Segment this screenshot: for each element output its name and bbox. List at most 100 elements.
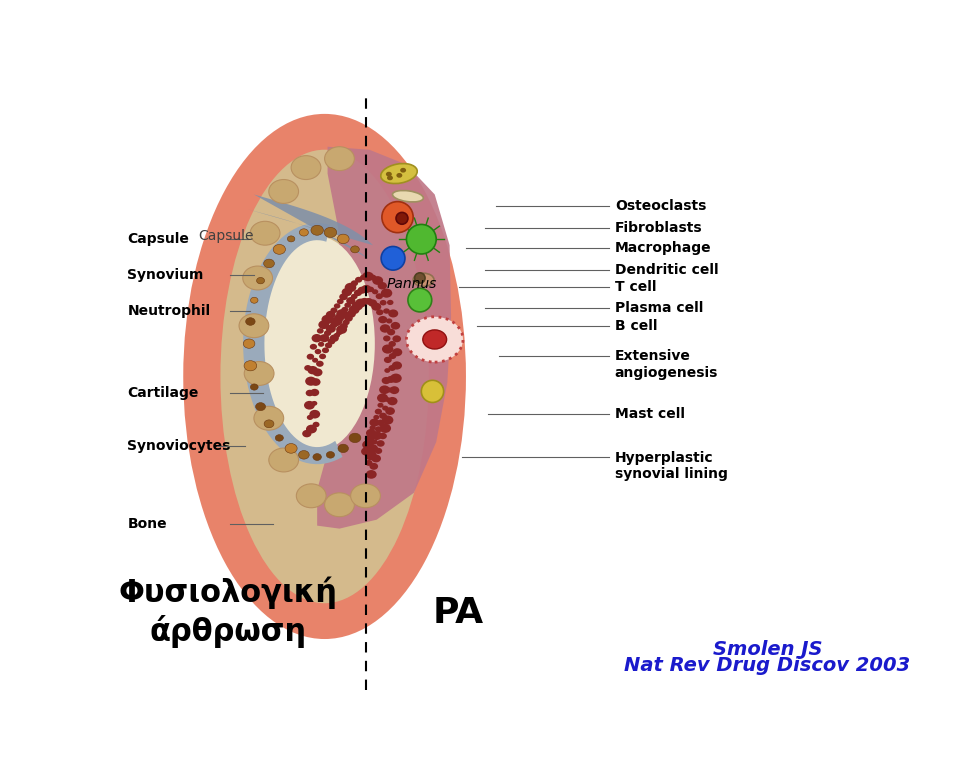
Circle shape <box>318 342 324 346</box>
Circle shape <box>311 226 324 236</box>
Circle shape <box>365 451 376 460</box>
Ellipse shape <box>381 164 418 184</box>
Ellipse shape <box>396 212 408 224</box>
Circle shape <box>343 319 349 325</box>
Circle shape <box>337 234 349 243</box>
Circle shape <box>287 236 295 242</box>
Circle shape <box>377 394 388 402</box>
Circle shape <box>387 329 396 336</box>
Circle shape <box>385 407 395 415</box>
Ellipse shape <box>382 202 413 232</box>
Circle shape <box>319 353 326 360</box>
Circle shape <box>256 277 265 284</box>
Text: Fibroblasts: Fibroblasts <box>614 221 703 235</box>
Text: Synovium: Synovium <box>128 268 204 282</box>
Circle shape <box>313 422 320 427</box>
Text: Φυσιολογική
άρθρωση: Φυσιολογική άρθρωση <box>118 577 337 648</box>
Circle shape <box>331 317 343 326</box>
Circle shape <box>302 430 311 437</box>
Circle shape <box>379 424 391 433</box>
Circle shape <box>372 455 381 463</box>
Circle shape <box>251 384 258 390</box>
Circle shape <box>347 297 355 305</box>
Circle shape <box>274 244 285 254</box>
Circle shape <box>350 484 380 508</box>
Circle shape <box>336 325 348 334</box>
Ellipse shape <box>406 225 436 254</box>
Circle shape <box>304 401 315 410</box>
Circle shape <box>342 288 352 296</box>
Circle shape <box>243 266 273 290</box>
Circle shape <box>370 274 376 281</box>
Circle shape <box>269 448 299 472</box>
Text: Capsule: Capsule <box>198 229 253 243</box>
Circle shape <box>380 300 387 305</box>
Circle shape <box>360 298 369 305</box>
Text: Osteoclasts: Osteoclasts <box>614 199 707 213</box>
Circle shape <box>383 308 390 314</box>
Circle shape <box>372 276 383 285</box>
Ellipse shape <box>259 236 374 451</box>
Circle shape <box>297 484 326 508</box>
Circle shape <box>239 314 269 338</box>
Text: Dendritic cell: Dendritic cell <box>614 263 718 277</box>
Circle shape <box>384 356 392 363</box>
Circle shape <box>291 156 321 180</box>
Circle shape <box>365 298 372 305</box>
Circle shape <box>311 401 318 406</box>
Text: Cartilage: Cartilage <box>128 386 199 400</box>
Circle shape <box>338 444 348 453</box>
Circle shape <box>389 341 396 347</box>
Ellipse shape <box>408 288 432 312</box>
Circle shape <box>307 415 313 420</box>
Circle shape <box>387 397 397 405</box>
Circle shape <box>362 440 373 450</box>
Circle shape <box>384 368 391 373</box>
Circle shape <box>320 334 329 343</box>
Circle shape <box>372 431 382 440</box>
Ellipse shape <box>415 273 425 283</box>
Circle shape <box>324 330 331 336</box>
Circle shape <box>373 415 379 420</box>
Circle shape <box>325 311 336 319</box>
Ellipse shape <box>221 150 429 603</box>
Text: Smolen JS: Smolen JS <box>712 639 822 659</box>
Circle shape <box>313 453 322 460</box>
Circle shape <box>390 386 399 394</box>
Circle shape <box>324 146 354 170</box>
Text: Nat Rev Drug Discov 2003: Nat Rev Drug Discov 2003 <box>624 656 910 675</box>
Circle shape <box>345 283 356 292</box>
Circle shape <box>377 403 384 408</box>
Circle shape <box>269 180 299 203</box>
Circle shape <box>345 302 351 308</box>
Circle shape <box>379 412 387 419</box>
Circle shape <box>361 285 372 293</box>
Circle shape <box>264 420 274 428</box>
Circle shape <box>374 408 382 415</box>
Circle shape <box>361 447 372 456</box>
Circle shape <box>311 378 321 386</box>
Circle shape <box>246 318 255 326</box>
Circle shape <box>329 335 339 342</box>
Circle shape <box>310 389 320 396</box>
Circle shape <box>376 309 383 315</box>
Circle shape <box>336 309 348 319</box>
Circle shape <box>255 403 266 411</box>
Circle shape <box>354 290 362 296</box>
Circle shape <box>387 175 393 181</box>
Text: Macrophage: Macrophage <box>614 241 711 255</box>
Circle shape <box>325 325 336 333</box>
Polygon shape <box>243 223 343 464</box>
Circle shape <box>253 406 284 430</box>
Circle shape <box>300 229 308 236</box>
Circle shape <box>334 303 341 308</box>
Circle shape <box>285 443 298 453</box>
Text: Synoviocytes: Synoviocytes <box>128 439 230 453</box>
Circle shape <box>406 317 463 362</box>
Circle shape <box>365 460 372 466</box>
Circle shape <box>387 376 396 383</box>
Text: Pannus: Pannus <box>386 277 437 291</box>
Circle shape <box>365 435 374 443</box>
Circle shape <box>360 274 367 280</box>
Circle shape <box>251 298 258 303</box>
